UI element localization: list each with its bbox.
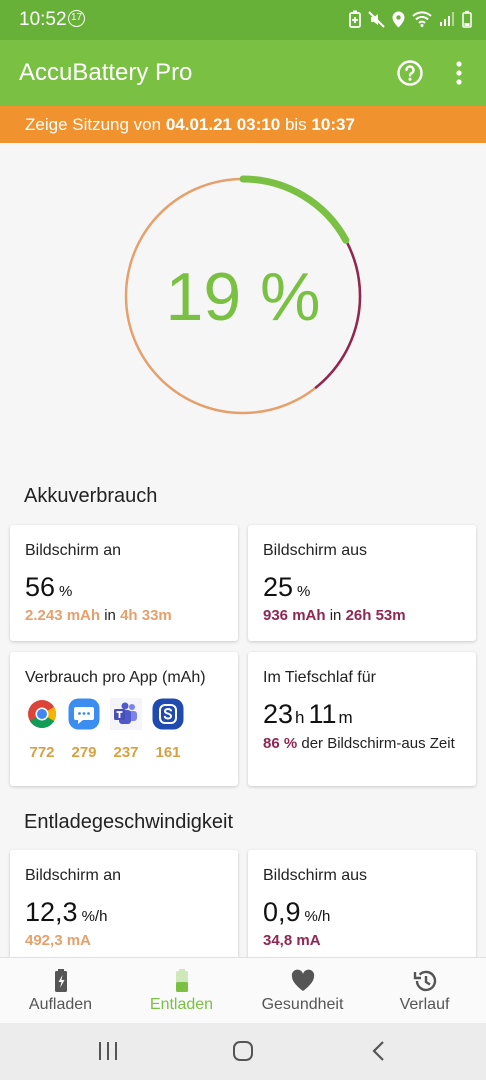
value-number: 25 [263,572,294,602]
messages-icon [68,698,100,730]
location-icon [392,11,405,27]
session-prefix: Zeige Sitzung von [25,115,162,134]
app-title: AccuBattery Pro [19,59,193,86]
status-icons [349,10,472,28]
value-unit: % [59,583,73,600]
discharge-section-title: Entladegeschwindigkeit [24,811,234,833]
home-icon[interactable] [231,1039,255,1063]
card-title: Im Tiefschlaf für [263,669,376,686]
app-chrome[interactable]: 772 [26,698,58,761]
history-icon [413,970,436,992]
screen-off-usage-card[interactable]: Bildschirm aus 25% 936 mAh in 26h 53m [248,525,476,641]
more-options-icon[interactable] [449,59,469,87]
app-messages[interactable]: 279 [68,698,100,761]
nav-label: Gesundheit [261,996,344,1013]
hours-value: 23 [263,699,294,729]
battery-gauge [124,175,362,415]
in-text: in [329,607,342,624]
per-app-usage-card[interactable]: Verbrauch pro App (mAh) 772 279 [10,652,238,786]
nav-label: Aufladen [28,996,93,1013]
gauge-screen-off-arc [314,241,362,390]
value-unit: % [297,583,311,600]
app-teams[interactable]: 237 [110,698,142,761]
battery-percent: 19 % [165,259,321,335]
gauge-level-arc [239,175,350,244]
usage-detail: 2.243 mAh in 4h 33m [25,607,172,624]
screen-off-discharge-card[interactable]: Bildschirm aus 0,9 %/h 34,8 mA [248,850,476,966]
notification-count-icon: 17 [68,10,85,27]
battery-status-icon [462,10,472,28]
nav-entladen[interactable]: Entladen [121,958,242,1024]
value-number: 0,9 [263,897,301,927]
teams-icon [110,698,142,730]
screen-on-usage-card[interactable]: Bildschirm an 56% 2.243 mAh in 4h 33m [10,525,238,641]
discharge-value: 0,9 %/h [263,897,330,928]
nav-gesundheit[interactable]: Gesundheit [242,958,363,1024]
nav-label: Verlauf [399,996,450,1013]
usage-detail: 936 mAh in 26h 53m [263,607,406,624]
heart-icon [291,969,314,991]
value-number: 12,3 [25,897,78,927]
screen-on-discharge-card[interactable]: Bildschirm an 12,3 %/h 492,3 mA [10,850,238,966]
app-samsung[interactable]: 161 [152,698,184,761]
wifi-icon [412,11,432,27]
usage-value: 25% [263,572,310,603]
value-unit: %/h [304,908,331,925]
deep-sleep-duration: 23 h 11 m [263,699,357,730]
mah-value: 936 mAh [263,607,326,624]
discharge-current: 492,3 mA [25,932,91,949]
nav-aufladen[interactable]: Aufladen [0,958,121,1024]
session-banner[interactable]: Zeige Sitzung von 04.01.21 03:10 bis 10:… [0,106,486,143]
value-number: 56 [25,572,56,602]
nav-label: Entladen [149,996,214,1013]
app-value: 772 [29,744,55,761]
duration-value: 26h 53m [345,607,406,624]
discharge-value: 12,3 %/h [25,897,107,928]
card-title: Bildschirm aus [263,542,368,559]
usage-value: 56% [25,572,72,603]
app-value: 279 [71,744,97,761]
discharge-current: 34,8 mA [263,932,321,949]
app-value: 161 [155,744,181,761]
session-middle: bis [284,115,307,134]
duration-value: 4h 33m [120,607,172,624]
battery-icon [175,969,188,992]
session-end: 10:37 [311,115,355,134]
chrome-icon [28,700,56,728]
value-unit: %/h [81,908,108,925]
system-navigation-bar [0,1023,486,1080]
session-start: 04.01.21 03:10 [165,115,281,134]
nav-verlauf[interactable]: Verlauf [364,958,485,1024]
card-title: Bildschirm aus [263,867,368,884]
card-title: Bildschirm an [25,542,122,559]
usage-section-title: Akkuverbrauch [24,485,158,507]
recent-apps-icon[interactable] [97,1040,119,1062]
battery-charging-icon [54,969,67,992]
signal-icon [440,12,454,26]
card-title: Verbrauch pro App (mAh) [25,669,206,686]
samsung-s-icon [152,698,184,730]
status-bar: 10:52 17 [0,0,486,40]
status-time: 10:52 [19,9,67,30]
minutes-unit: m [338,708,353,727]
help-icon[interactable] [396,59,424,87]
deep-sleep-card[interactable]: Im Tiefschlaf für 23 h 11 m 86 % der Bildsc… [248,652,476,786]
deep-sleep-desc-text: der Bildschirm-aus Zeit [301,735,455,752]
battery-saver-icon [349,10,361,28]
deep-sleep-percent: 86 % [263,735,298,752]
app-value: 237 [113,744,139,761]
mah-value: 2.243 mAh [25,607,101,624]
app-bar: AccuBattery Pro [0,40,486,106]
bottom-navigation: Aufladen Entladen Gesundheit Verlauf [0,957,486,1023]
deep-sleep-description: 86 % der Bildschirm-aus Zeit [263,734,463,753]
app-list: 772 279 237 [26,698,184,761]
card-title: Bildschirm an [25,867,122,884]
back-icon[interactable] [369,1039,389,1063]
minutes-value: 11 [308,699,337,729]
mute-icon [368,10,385,28]
hours-unit: h [295,708,305,727]
in-text: in [104,607,116,624]
